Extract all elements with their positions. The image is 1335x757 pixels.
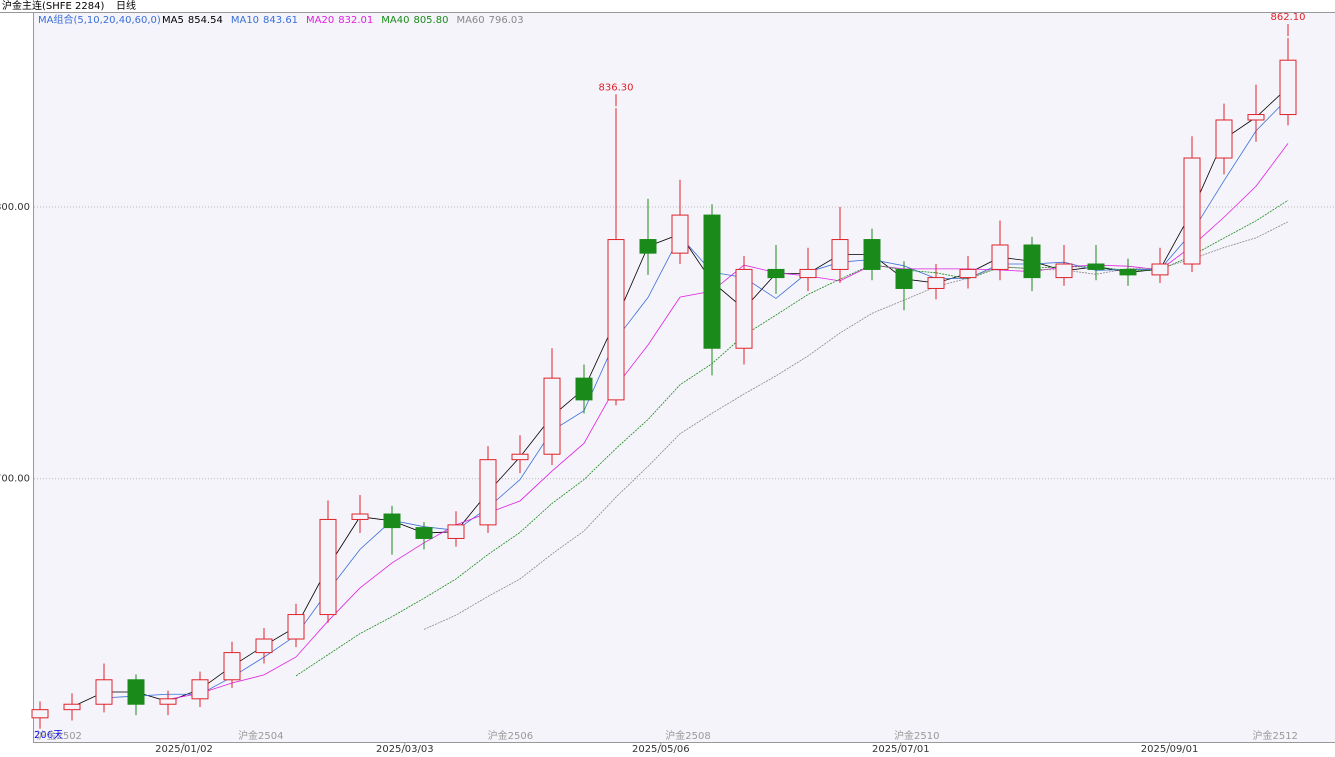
- candle-body: [831, 239, 849, 270]
- candle-body: [927, 277, 945, 289]
- candle-body: [63, 703, 81, 711]
- candle-body: [1151, 263, 1169, 276]
- candle-body: [735, 268, 753, 349]
- candle-body: [607, 239, 625, 401]
- candle-body: [1087, 263, 1105, 270]
- candle-body: [383, 513, 401, 529]
- legend-title[interactable]: MA组合(5,10,20,40,60,0): [38, 13, 161, 26]
- candle-body: [703, 214, 721, 349]
- candle-body: [191, 679, 209, 700]
- annotation: 836.30: [599, 82, 634, 93]
- legend-value: 854.54: [188, 15, 223, 26]
- candle-body: [1247, 114, 1265, 121]
- y-tick-label: 800.00: [0, 202, 30, 213]
- contract-label: 沪金2508: [665, 729, 710, 742]
- legend-name: MA10: [231, 15, 259, 26]
- candle-body: [351, 513, 369, 520]
- contract-label: 沪金2502: [36, 729, 81, 742]
- candle-body: [543, 377, 561, 455]
- contract-label: 沪金2504: [238, 729, 283, 742]
- legend-name: MA60: [456, 15, 484, 26]
- legend-value: 832.01: [338, 15, 373, 26]
- candle-body: [255, 638, 273, 654]
- x-tick-label: 2025/09/01: [1141, 744, 1199, 755]
- candle-body: [1279, 59, 1297, 116]
- candle-body: [991, 244, 1009, 270]
- candle-body: [31, 709, 49, 719]
- plot-bg: [33, 13, 1335, 742]
- x-tick-label: 2025/05/06: [632, 744, 690, 755]
- candle-body: [1055, 263, 1073, 279]
- candle-body: [223, 652, 241, 681]
- candle-body: [287, 614, 305, 640]
- legend-value: 805.80: [413, 15, 448, 26]
- candle-body: [159, 698, 177, 705]
- legend-name: MA5: [162, 15, 184, 26]
- candle-body: [511, 453, 529, 461]
- legend-value: 843.61: [263, 15, 298, 26]
- candle-body: [1215, 119, 1233, 159]
- candle-body: [863, 239, 881, 270]
- legend-value: 796.03: [489, 15, 524, 26]
- candle-body: [95, 679, 113, 705]
- candle-body: [671, 214, 689, 254]
- candle-body: [959, 268, 977, 279]
- y-tick-label: 700.00: [0, 474, 30, 485]
- candle-body: [127, 679, 145, 705]
- contract-label: 沪金2512: [1252, 729, 1297, 742]
- annotation: 862.10: [1271, 12, 1306, 23]
- candle-body: [1023, 244, 1041, 279]
- ma-line: [423, 221, 1289, 630]
- candle-body: [575, 377, 593, 401]
- candle-body: [1119, 268, 1137, 276]
- x-tick-label: 2025/01/02: [155, 744, 213, 755]
- legend-name: MA20: [306, 15, 334, 26]
- candle-body: [415, 527, 433, 539]
- chart-title: 沪金主连(SHFE 2284): [2, 0, 104, 12]
- legend-name: MA40: [381, 15, 409, 26]
- candle-body: [479, 459, 497, 526]
- candle-body: [319, 518, 337, 616]
- candle-body: [895, 268, 913, 289]
- contract-label: 沪金2510: [894, 729, 939, 742]
- x-tick-label: 2025/03/03: [376, 744, 434, 755]
- candle-body: [767, 268, 785, 279]
- candle-body: [639, 239, 657, 254]
- contract-label: 沪金2506: [488, 729, 533, 742]
- period[interactable]: 日线: [116, 0, 136, 12]
- x-tick-label: 2025/07/01: [872, 744, 930, 755]
- candle-body: [799, 268, 817, 279]
- candle-body: [447, 524, 465, 539]
- count-label: 206天: [34, 730, 63, 741]
- candle-body: [1183, 157, 1201, 265]
